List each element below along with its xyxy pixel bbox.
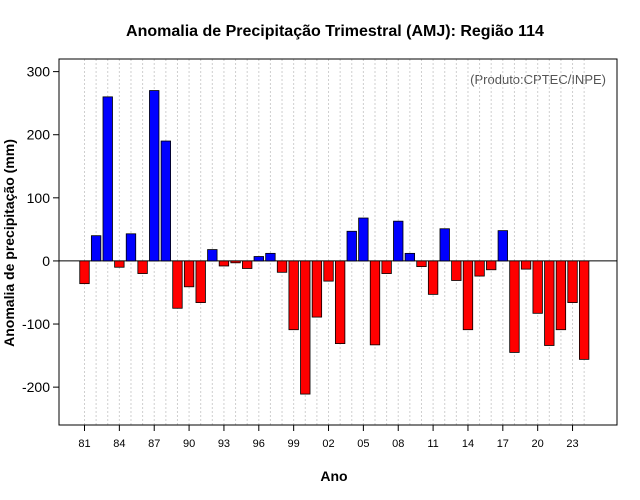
y-tick-label: -200 [22, 379, 50, 395]
y-tick-label: 100 [27, 190, 51, 206]
bar-2003 [334, 260, 346, 344]
chart-title: Anomalia de Precipitação Trimestral (AMJ… [126, 23, 544, 40]
x-tick-label: 23 [566, 438, 578, 450]
x-tick-label: 93 [218, 438, 230, 450]
bar-1999 [288, 260, 299, 331]
bar-1995 [242, 260, 253, 269]
bar-1998 [276, 260, 288, 273]
bar-2019 [520, 260, 532, 270]
bar-1981 [79, 260, 90, 285]
bar-2024 [579, 260, 590, 360]
x-tick-label: 02 [322, 438, 334, 450]
bar-2009 [404, 252, 416, 262]
x-tick-label: 81 [78, 438, 90, 450]
bar-1997 [265, 252, 276, 262]
bar-1994 [230, 260, 241, 264]
y-axis: 300 200 100 0 -100 -200 [22, 64, 59, 395]
bar-2006 [369, 260, 381, 346]
bar-1993 [218, 260, 230, 267]
bar-1988 [160, 140, 171, 262]
bar-1984 [114, 260, 125, 268]
x-tick-label: 90 [183, 438, 195, 450]
bar-2000 [300, 260, 311, 395]
plot-frame [58, 58, 618, 426]
bar-2008 [393, 220, 404, 262]
bar-2004 [346, 230, 357, 262]
bar-1986 [137, 260, 148, 274]
bar-2011 [427, 260, 439, 295]
bar-2016 [486, 260, 497, 271]
x-tick-label: 20 [532, 438, 544, 450]
bar-1985 [125, 233, 137, 262]
bar-1989 [172, 260, 183, 309]
bar-1991 [195, 260, 206, 303]
bar-2005 [358, 217, 369, 262]
x-tick-label: 14 [462, 438, 474, 450]
bar-2010 [416, 260, 427, 268]
bar-2018 [509, 260, 520, 353]
x-tick-label: 08 [392, 438, 404, 450]
bar-1996 [253, 256, 264, 262]
bar-2020 [532, 260, 543, 314]
bar-2022 [555, 260, 567, 331]
bar-2017 [497, 230, 508, 262]
x-tick-label: 96 [253, 438, 265, 450]
bar-2002 [323, 260, 334, 282]
bar-2014 [462, 260, 474, 331]
bar-1987 [149, 90, 160, 262]
y-tick-label: -100 [22, 316, 50, 332]
bar-2023 [567, 260, 578, 303]
x-tick-label: 05 [357, 438, 369, 450]
bar-2013 [451, 260, 462, 281]
x-axis: 81 84 87 90 93 96 99 02 05 08 11 14 17 20 23 [78, 425, 579, 450]
bar-1992 [207, 249, 218, 262]
bar-2001 [311, 260, 323, 318]
bar-2021 [544, 260, 555, 346]
x-tick-label: 11 [427, 438, 438, 450]
x-tick-label: 17 [497, 438, 509, 450]
bar-1982 [90, 235, 102, 262]
bar-1990 [183, 260, 195, 288]
bar-1983 [102, 96, 113, 262]
x-axis-label: Ano [320, 468, 347, 484]
bars-group [79, 90, 590, 395]
y-axis-label: Anomalia de precipitação (mm) [1, 139, 17, 347]
y-tick-label: 200 [27, 127, 51, 143]
y-tick-label: 0 [42, 253, 50, 269]
y-tick-label: 300 [27, 64, 51, 80]
bar-2007 [381, 260, 392, 274]
vertical-gridlines [84, 59, 585, 425]
bar-2015 [474, 260, 485, 277]
x-tick-label: 87 [148, 438, 160, 450]
bar-2012 [439, 228, 450, 262]
x-tick-label: 84 [113, 438, 125, 450]
x-tick-label: 99 [288, 438, 300, 450]
